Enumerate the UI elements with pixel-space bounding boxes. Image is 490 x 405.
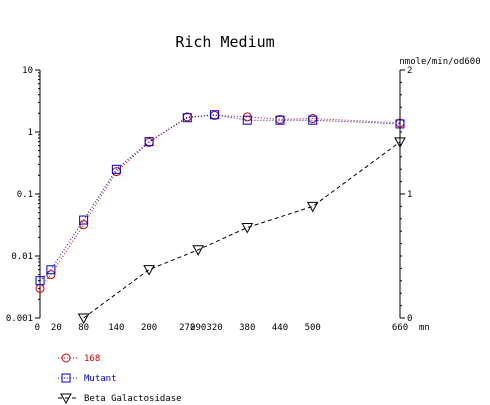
data-point: [143, 265, 155, 276]
legend: 168 Mutant Beta Galactosidase: [58, 353, 182, 405]
legend-marker: [61, 353, 71, 363]
series-2: [77, 137, 406, 325]
legend-marker: [60, 393, 72, 405]
right-tick-label: 1: [407, 190, 412, 200]
left-tick-label: 0.01: [11, 252, 33, 262]
data-point: [241, 222, 254, 234]
x-tick-label: 80: [78, 323, 89, 333]
x-tick-label: 440: [272, 323, 288, 333]
data-point: [394, 137, 406, 148]
right-tick-label: 2: [407, 66, 412, 76]
series-line: [83, 141, 401, 319]
right-tick-label: 0: [407, 314, 412, 324]
data-point: [242, 112, 252, 122]
data-point: [46, 265, 56, 275]
data-point: [46, 270, 56, 280]
series-line: [39, 114, 401, 282]
data-point: [395, 119, 405, 129]
left-tick-label: 0.001: [6, 314, 33, 324]
series-0: [35, 110, 405, 293]
series-line: [39, 114, 401, 289]
x-tick-label: 290: [190, 323, 206, 333]
data-point: [308, 115, 318, 125]
right-axis-label: nmole/min/od600: [399, 57, 480, 67]
data-point: [79, 220, 89, 230]
data-point: [77, 313, 90, 325]
x-tick-label: 320: [206, 323, 222, 333]
x-tick-label: 380: [239, 323, 255, 333]
x-tick-label: 140: [108, 323, 124, 333]
x-tick-label: 660: [392, 323, 408, 333]
x-tick-label: 0: [35, 323, 40, 333]
data-point: [182, 113, 192, 123]
data-point: [192, 245, 205, 256]
series-layer: [35, 110, 406, 325]
legend-label: Mutant: [84, 374, 117, 384]
x-tick-label: 200: [141, 323, 157, 333]
x-tick-label: 20: [51, 323, 62, 333]
chart-title: Rich Medium: [175, 33, 274, 51]
left-tick-label: 0.1: [17, 190, 33, 200]
series-1: [35, 110, 405, 286]
legend-marker: [61, 373, 71, 383]
legend-label: Beta Galactosidase: [84, 394, 182, 404]
data-point: [144, 137, 154, 147]
data-point: [111, 164, 121, 174]
x-tick-label: 270: [179, 323, 195, 333]
x-axis-label: mn: [419, 323, 430, 333]
left-tick-label: 10: [22, 66, 33, 76]
data-point: [242, 115, 252, 125]
left-tick-label: 1: [28, 128, 33, 138]
x-tick-label: 500: [305, 323, 321, 333]
data-point: [210, 110, 220, 120]
data-point: [275, 115, 285, 125]
data-point: [35, 276, 45, 286]
data-point: [79, 215, 89, 225]
data-point: [306, 201, 319, 213]
legend-label: 168: [84, 354, 100, 364]
